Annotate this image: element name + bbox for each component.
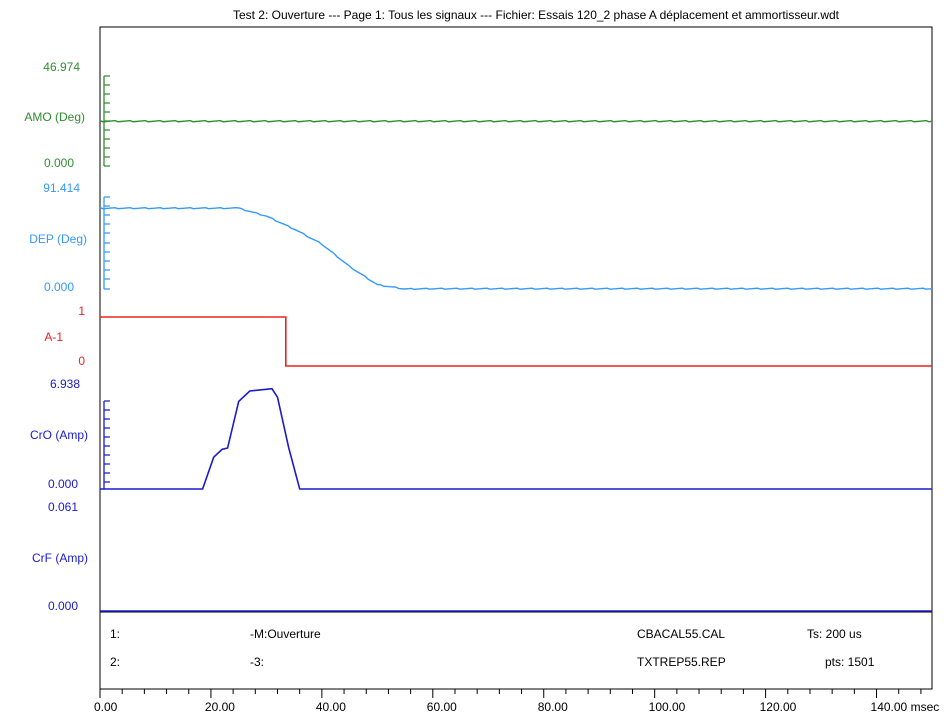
amo-channel-label: AMO (Deg): [24, 110, 85, 124]
dep-series-line: [99, 206, 933, 291]
dep-axis-ticks: [103, 196, 110, 290]
a1-channel-label: A-1: [44, 330, 63, 344]
x-tick-label: 80.00: [538, 700, 568, 714]
info-row1-test: -M:Ouverture: [250, 627, 321, 641]
dep-channel-label: DEP (Deg): [29, 232, 87, 246]
a1-max-label: 1: [78, 304, 85, 318]
x-tick-label: 60.00: [427, 700, 457, 714]
cro-channel-label: CrO (Amp): [30, 428, 88, 442]
x-tick-label: 20.00: [205, 700, 235, 714]
info-row1-stat: Ts: 200 us: [807, 627, 862, 641]
x-tick-label: 0.00: [94, 700, 118, 714]
info-row1-number: 1:: [110, 627, 120, 641]
amo-series-line: [99, 119, 933, 123]
x-tick-label: 40.00: [316, 700, 346, 714]
cro-min-label: 0.000: [48, 477, 78, 491]
info-row2-test: -3:: [250, 655, 264, 669]
crf-min-label: 0.000: [48, 599, 78, 613]
info-row2-number: 2:: [110, 655, 120, 669]
amo-min-label: 0.000: [44, 156, 74, 170]
x-tick-label: 120.00: [760, 700, 797, 714]
cro-axis-ticks: [103, 400, 110, 489]
dep-max-label: 91.414: [43, 181, 80, 195]
chart-title: Test 2: Ouverture --- Page 1: Tous les s…: [233, 8, 840, 22]
cro-max-label: 6.938: [50, 377, 80, 391]
amo-max-label: 46.974: [43, 60, 80, 74]
x-axis: 0.00 20.00 40.00 60.00 80.00 100.00 120.00 140.…: [94, 689, 939, 714]
info-row1-file: CBACAL55.CAL: [637, 627, 725, 641]
plot-frame: [99, 26, 933, 690]
crf-max-label: 0.061: [48, 500, 78, 514]
cro-series-line: [100, 387, 932, 490]
dep-min-label: 0.000: [44, 280, 74, 294]
x-tick-label: 140.00 msec: [871, 700, 940, 714]
a1-series-line: [100, 316, 932, 367]
a1-min-label: 0: [78, 354, 85, 368]
info-row2-stat: pts: 1501: [825, 655, 875, 669]
info-row2-file: TXTREP55.REP: [637, 655, 726, 669]
crf-channel-label: CrF (Amp): [32, 551, 88, 565]
x-tick-label: 100.00: [649, 700, 686, 714]
